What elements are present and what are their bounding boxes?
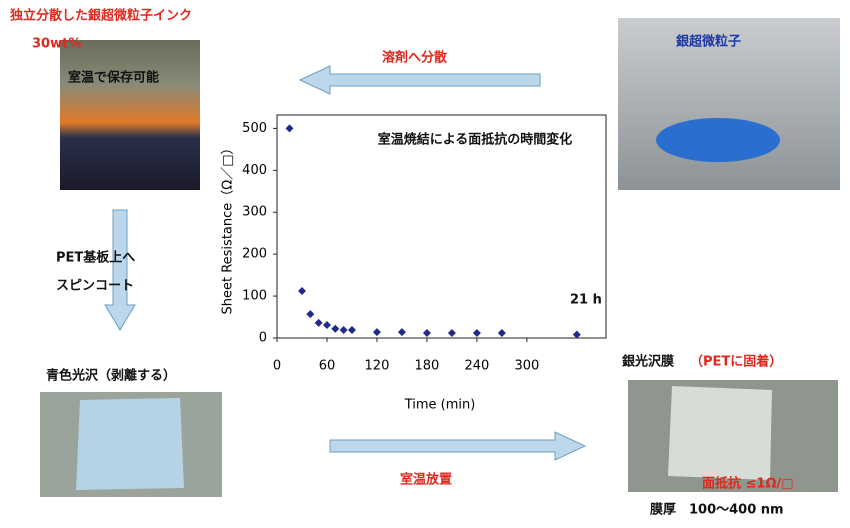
point bbox=[422, 328, 431, 337]
point bbox=[322, 321, 331, 330]
x-tick-label: 120 bbox=[365, 359, 390, 374]
y-tick-label: 500 bbox=[242, 121, 267, 136]
point bbox=[572, 330, 581, 339]
point bbox=[397, 328, 406, 337]
point bbox=[306, 310, 315, 319]
chart-title: 室温焼結による面抵抗の時間変化 bbox=[378, 132, 573, 148]
arrow-down bbox=[104, 209, 136, 331]
storage: 室温で保存可能 bbox=[68, 70, 159, 86]
x-tick-label: 240 bbox=[464, 359, 489, 374]
y-axis-label: Sheet Resistance（Ω／□） bbox=[221, 142, 236, 315]
thickness: 膜厚 100～400 nm bbox=[650, 502, 784, 518]
point bbox=[347, 326, 356, 335]
spin-2: スピンコート bbox=[56, 279, 134, 294]
room-temp: 室温放置 bbox=[400, 472, 452, 488]
y-tick-label: 300 bbox=[242, 205, 267, 220]
particle-blob bbox=[656, 118, 780, 162]
arrow-right bbox=[329, 431, 587, 461]
spin-1: PET基板上へ bbox=[56, 250, 135, 266]
resistance: 面抵抗 ≤1Ω/□ bbox=[702, 476, 794, 492]
x-axis-label: Time (min) bbox=[404, 398, 476, 413]
point bbox=[314, 318, 323, 327]
ink-conc: 30wt% bbox=[32, 37, 81, 52]
y-tick-label: 0 bbox=[259, 331, 267, 346]
x-tick-label: 60 bbox=[319, 359, 336, 374]
x-tick-label: 0 bbox=[273, 359, 281, 374]
plot-frame bbox=[276, 114, 607, 339]
y-tick-label: 100 bbox=[242, 289, 267, 304]
point bbox=[472, 328, 481, 337]
point bbox=[447, 328, 456, 337]
dispersion: 溶剤へ分散 bbox=[382, 50, 448, 66]
y-tick-label: 200 bbox=[242, 247, 267, 262]
x-tick-label: 180 bbox=[415, 359, 440, 374]
blue-film bbox=[76, 398, 184, 490]
point bbox=[339, 326, 348, 335]
silver-film bbox=[668, 386, 772, 480]
point bbox=[331, 324, 340, 333]
ink-photo bbox=[60, 40, 200, 190]
particles: 銀超微粒子 bbox=[676, 34, 741, 50]
y-tick-label: 400 bbox=[242, 163, 267, 178]
blue-film-label: 青色光沢（剥離する） bbox=[46, 368, 176, 384]
x-tick-label: 300 bbox=[514, 359, 539, 374]
point bbox=[372, 328, 381, 337]
arrow-left bbox=[298, 65, 541, 95]
annotation: 21 h bbox=[570, 293, 602, 308]
silver-film-note: （PETに固着） bbox=[690, 354, 782, 370]
point bbox=[497, 328, 506, 337]
point bbox=[297, 287, 306, 296]
point bbox=[285, 124, 294, 133]
ink-title: 独立分散した銀超微粒子インク bbox=[10, 8, 192, 24]
silver-film-label: 銀光沢膜 bbox=[622, 354, 674, 370]
